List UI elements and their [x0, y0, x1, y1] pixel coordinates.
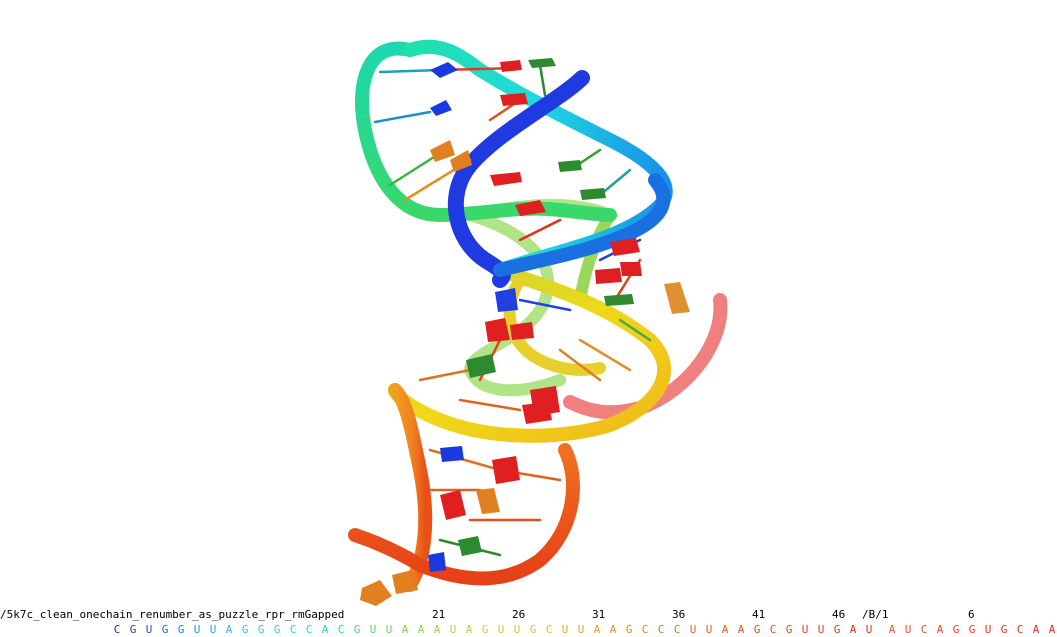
residue-a-15[interactable]: C [337, 623, 345, 636]
residue-a-41[interactable]: G [753, 623, 761, 636]
residue-a-4[interactable]: G [161, 623, 169, 636]
residue-a-14[interactable]: A [321, 623, 329, 636]
residue-a-25[interactable]: U [497, 623, 505, 636]
residue-a-6[interactable]: U [193, 623, 201, 636]
rna-backbone-ribbon [348, 39, 728, 592]
residue-a-39[interactable]: A [721, 623, 729, 636]
residue-a-5[interactable]: G [177, 623, 185, 636]
residue-a-42[interactable]: C [769, 623, 777, 636]
residue-a-7[interactable]: U [209, 623, 217, 636]
residue-a-8[interactable]: A [225, 623, 233, 636]
residue-a-28[interactable]: C [545, 623, 553, 636]
residue-a-26[interactable]: U [513, 623, 521, 636]
residue-a-23[interactable]: A [465, 623, 473, 636]
residue-a-32[interactable]: A [609, 623, 617, 636]
residue-a-21[interactable]: A [433, 623, 441, 636]
residue-a-22[interactable]: U [449, 623, 457, 636]
residue-a-34[interactable]: C [641, 623, 649, 636]
residue-a-36[interactable]: C [673, 623, 681, 636]
residue-b-10[interactable]: A [1032, 623, 1040, 636]
residue-a-2[interactable]: G [129, 623, 137, 636]
residue-b-3[interactable]: C [920, 623, 928, 636]
residue-a-45[interactable]: U [817, 623, 825, 636]
residue-a-18[interactable]: U [385, 623, 393, 636]
residue-a-46[interactable]: G [833, 623, 841, 636]
residue-a-17[interactable]: U [369, 623, 377, 636]
residue-number-label: 6 [968, 608, 975, 621]
residue-a-47[interactable]: A [849, 623, 857, 636]
residue-number-label: 31 [592, 608, 606, 621]
residue-b-11[interactable]: A [1048, 623, 1056, 636]
residue-number-label: 36 [672, 608, 686, 621]
residue-a-9[interactable]: G [241, 623, 249, 636]
residue-a-43[interactable]: G [785, 623, 793, 636]
residue-b-1[interactable]: A [888, 623, 896, 636]
residue-a-44[interactable]: U [801, 623, 809, 636]
residue-a-3[interactable]: U [145, 623, 153, 636]
nucleobase-ladders [360, 58, 690, 606]
chain-b-label[interactable]: /B/1 [862, 608, 889, 621]
residue-a-30[interactable]: U [577, 623, 585, 636]
residue-b-4[interactable]: A [936, 623, 944, 636]
molecule-viewport[interactable] [0, 0, 1057, 608]
residue-b-8[interactable]: G [1000, 623, 1008, 636]
residue-a-38[interactable]: U [705, 623, 713, 636]
residue-a-31[interactable]: A [593, 623, 601, 636]
residue-a-1[interactable]: C [113, 623, 121, 636]
residue-a-24[interactable]: G [481, 623, 489, 636]
residue-a-10[interactable]: G [257, 623, 265, 636]
residue-a-16[interactable]: G [353, 623, 361, 636]
residue-number-label: 41 [752, 608, 766, 621]
residue-b-5[interactable]: G [952, 623, 960, 636]
residue-number-label: 21 [432, 608, 446, 621]
residue-a-33[interactable]: G [625, 623, 633, 636]
residue-a-19[interactable]: A [401, 623, 409, 636]
residue-b-2[interactable]: U [904, 623, 912, 636]
sequence-viewer[interactable]: /5k7c_clean_onechain_renumber_as_puzzle_… [0, 608, 1057, 637]
residue-a-48[interactable]: U [865, 623, 873, 636]
residue-a-11[interactable]: G [273, 623, 281, 636]
residue-number-label: 46 [832, 608, 846, 621]
residue-a-35[interactable]: C [657, 623, 665, 636]
object-name-label[interactable]: /5k7c_clean_onechain_renumber_as_puzzle_… [0, 608, 345, 621]
residue-b-6[interactable]: G [968, 623, 976, 636]
residue-b-9[interactable]: C [1016, 623, 1024, 636]
residue-a-27[interactable]: G [529, 623, 537, 636]
residue-a-29[interactable]: U [561, 623, 569, 636]
residue-number-label: 26 [512, 608, 526, 621]
residue-a-13[interactable]: C [305, 623, 313, 636]
residue-b-7[interactable]: U [984, 623, 992, 636]
residue-a-20[interactable]: A [417, 623, 425, 636]
residue-a-37[interactable]: U [689, 623, 697, 636]
residue-a-12[interactable]: C [289, 623, 297, 636]
residue-a-40[interactable]: A [737, 623, 745, 636]
